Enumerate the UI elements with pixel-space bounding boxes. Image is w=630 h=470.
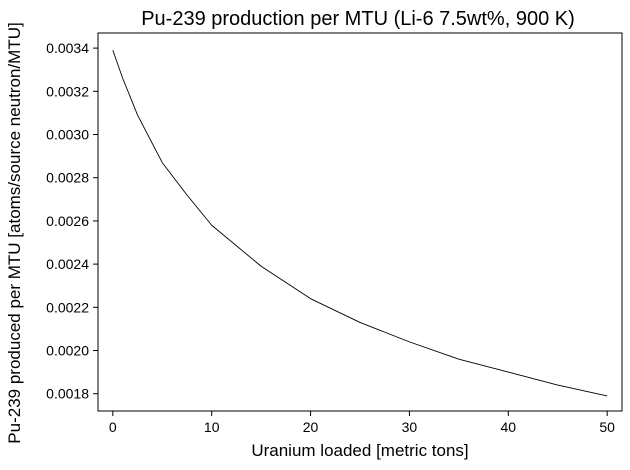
x-tick-label: 10 — [204, 419, 220, 435]
series-layer — [112, 50, 608, 397]
y-tick-label: 0.0022 — [46, 299, 89, 315]
x-tick-label: 40 — [501, 419, 517, 435]
plot-frame — [97, 32, 623, 412]
y-tick-label: 0.0030 — [46, 127, 89, 143]
y-tick-label: 0.0032 — [46, 83, 89, 99]
x-tick-label: 30 — [402, 419, 418, 435]
chart-title: Pu-239 production per MTU (Li-6 7.5wt%, … — [141, 8, 575, 30]
y-tick-label: 0.0034 — [46, 40, 89, 56]
y-tick-label: 0.0026 — [46, 213, 89, 229]
y-tick-label: 0.0018 — [46, 386, 89, 402]
x-axis: 0 10 20 30 40 50 — [109, 411, 615, 435]
y-tick-label: 0.0024 — [46, 256, 89, 272]
y-axis-label: Pu-239 produced per MTU [atoms/source ne… — [5, 22, 24, 443]
x-tick-label: 0 — [109, 419, 117, 435]
x-tick-label: 50 — [599, 419, 615, 435]
y-tick-label: 0.0028 — [46, 170, 89, 186]
x-axis-label: Uranium loaded [metric tons] — [251, 441, 468, 460]
y-tick-label: 0.0020 — [46, 343, 89, 359]
y-axis: 0.0018 0.0020 0.0022 0.0024 0.0026 0.0028 0.00… — [46, 40, 98, 402]
x-tick-label: 20 — [303, 419, 319, 435]
series-line — [112, 50, 608, 397]
